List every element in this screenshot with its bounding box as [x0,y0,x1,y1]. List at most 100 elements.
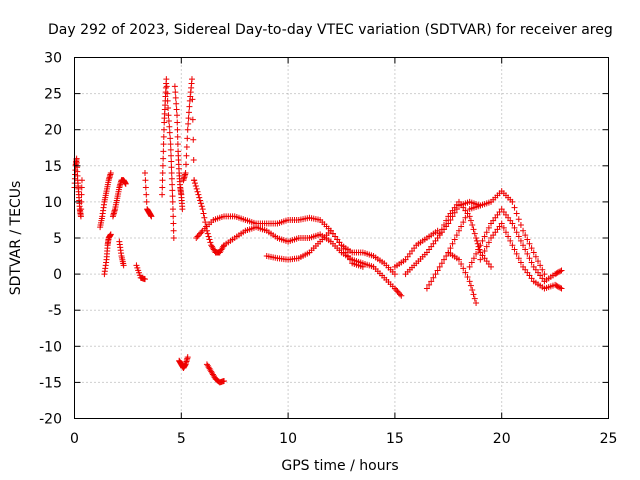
data-point [166,123,173,130]
data-point [174,133,181,140]
y-tick-label: 30 [44,51,62,67]
series-arc-p [263,227,366,270]
data-point [552,271,559,278]
series-arc-d [109,177,129,220]
data-point [165,112,172,119]
series-arc-o [221,224,405,299]
data-point [511,204,518,211]
data-point [160,155,167,162]
data-point [160,133,167,140]
y-tick-label: -10 [39,339,62,355]
data-point [184,126,191,133]
x-tick-label: 0 [70,431,79,447]
data-point [190,136,197,143]
x-tick-label: 15 [386,431,404,447]
data-point [471,295,478,302]
data-point [509,242,516,249]
data-point [481,233,488,240]
data-point [526,240,533,247]
data-point [167,141,174,148]
chart-title: Day 292 of 2023, Sidereal Day-to-day VTE… [48,22,613,38]
data-point [205,233,212,240]
data-point [455,227,462,234]
data-point [488,263,495,270]
data-point [552,281,559,288]
data-point [477,242,484,249]
series-arc-q [391,227,441,270]
series-arc-w [477,220,565,292]
data-point [528,245,535,252]
data-point [522,246,529,253]
data-point [174,119,181,126]
data-point [509,220,516,227]
data-point [194,188,201,195]
series-arc-i [171,83,186,213]
data-point [185,120,192,127]
data-point [174,126,181,133]
series-arc-c [101,231,114,278]
y-tick-label: 25 [44,87,62,103]
data-point [142,177,149,184]
grid [74,57,609,419]
data-point [555,284,562,291]
data-point [196,194,203,201]
data-point [159,177,166,184]
data-point [221,377,228,384]
data-point [428,278,435,285]
series-arc-v [466,206,565,285]
data-point [473,299,480,306]
data-point [191,180,198,187]
y-tick-label: -15 [39,375,62,391]
data-point [197,230,204,237]
data-point [142,184,149,191]
data-point [204,230,211,237]
y-tick-label: 0 [53,267,62,283]
data-point [462,214,469,221]
data-point [189,96,196,103]
data-point [509,198,516,205]
data-point [517,237,524,244]
data-point [557,284,564,291]
data-point [200,210,207,217]
data-point [513,210,520,217]
series-arc-k [180,76,198,184]
y-axis-label: SDTVAR / TECUs [8,181,24,296]
data-point [206,236,213,243]
data-point [173,100,180,107]
data-point [188,76,195,83]
data-point [466,263,473,270]
data-point [443,253,450,260]
data-point [168,175,175,182]
data-point [481,247,488,254]
data-point [553,282,560,289]
data-point [526,255,533,262]
data-point [172,94,179,101]
data-point [558,267,565,274]
data-point [511,246,518,253]
series-arc-f [133,262,148,283]
data-point [455,256,462,263]
data-point [391,271,398,278]
data-point [479,237,486,244]
data-point [451,236,458,243]
data-point [171,83,178,90]
data-point [141,276,148,283]
data-point [467,217,474,224]
data-point [464,273,471,280]
data-point [174,141,181,148]
data-point [78,206,85,213]
data-point [507,237,514,244]
data-point [539,266,546,273]
data-point [460,219,467,226]
data-point [498,220,505,227]
data-point [143,191,150,198]
data-point [198,229,205,236]
data-point [207,239,214,246]
data-point [517,222,524,229]
data-point [500,224,507,231]
y-tick-label: -20 [39,412,62,428]
data-point [447,245,454,252]
data-point [541,271,548,278]
data-point [107,170,114,177]
data-point [202,219,209,226]
